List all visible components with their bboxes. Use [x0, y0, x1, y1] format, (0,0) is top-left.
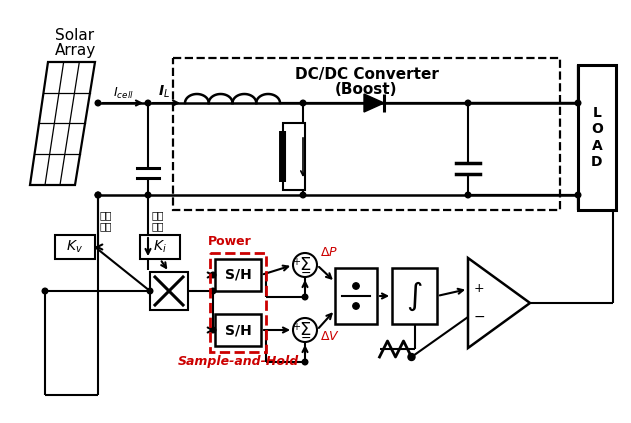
Circle shape	[95, 192, 101, 198]
Text: $\Sigma$: $\Sigma$	[299, 321, 311, 339]
Circle shape	[210, 327, 216, 333]
Text: 전류
검출: 전류 검출	[151, 210, 163, 232]
Circle shape	[575, 192, 581, 198]
Bar	[210, 253, 266, 352]
Bar	[392, 268, 437, 324]
Text: $\Delta V$: $\Delta V$	[320, 330, 340, 343]
Text: $\int$: $\int$	[406, 279, 423, 313]
Circle shape	[575, 100, 581, 106]
Text: −: −	[301, 266, 311, 280]
Circle shape	[300, 192, 306, 198]
Circle shape	[95, 192, 101, 198]
Circle shape	[353, 283, 359, 289]
Text: $\Delta P$: $\Delta P$	[320, 247, 338, 259]
Circle shape	[293, 318, 317, 342]
Text: +: +	[292, 257, 300, 267]
Text: $\Sigma$: $\Sigma$	[299, 256, 311, 274]
Bar	[215, 259, 261, 291]
Text: (Boost): (Boost)	[335, 82, 398, 96]
Text: +: +	[474, 283, 485, 296]
Polygon shape	[364, 94, 384, 112]
Circle shape	[95, 100, 101, 106]
Text: DC/DC Converter: DC/DC Converter	[295, 68, 439, 82]
Circle shape	[300, 100, 306, 106]
Circle shape	[145, 192, 151, 198]
Bar	[578, 65, 616, 210]
Circle shape	[210, 272, 216, 278]
Circle shape	[465, 192, 471, 198]
Text: K$_{v}$: K$_{v}$	[66, 239, 83, 255]
Text: 전압
검출: 전압 검출	[100, 210, 112, 232]
Circle shape	[145, 100, 151, 106]
Text: Power: Power	[208, 235, 252, 248]
Circle shape	[465, 100, 471, 106]
Circle shape	[353, 303, 359, 309]
Text: Array: Array	[55, 42, 97, 58]
Text: Sample-and-Hold: Sample-and-Hold	[177, 355, 298, 368]
Text: S/H: S/H	[225, 268, 251, 282]
Polygon shape	[30, 62, 95, 185]
Bar	[215, 314, 261, 346]
Text: −: −	[301, 332, 311, 344]
Text: +: +	[292, 322, 300, 332]
Circle shape	[147, 288, 153, 294]
Circle shape	[42, 288, 48, 294]
Text: Solar: Solar	[55, 27, 94, 42]
Text: S/H: S/H	[225, 323, 251, 337]
Bar	[55, 235, 95, 259]
Circle shape	[293, 253, 317, 277]
Bar	[140, 235, 180, 259]
Bar	[283, 123, 305, 190]
Circle shape	[210, 288, 216, 294]
Circle shape	[408, 354, 415, 360]
Bar	[173, 58, 560, 210]
Polygon shape	[468, 258, 530, 348]
Bar	[150, 272, 188, 310]
Text: L
O
A
D: L O A D	[591, 106, 603, 169]
Text: I$_{cell}$: I$_{cell}$	[112, 85, 133, 101]
Text: −: −	[474, 310, 486, 324]
Text: K$_{i}$: K$_{i}$	[153, 239, 167, 255]
Circle shape	[302, 359, 308, 365]
Bar	[335, 268, 377, 324]
Text: I$_{L}$: I$_{L}$	[158, 84, 170, 100]
Circle shape	[302, 294, 308, 300]
